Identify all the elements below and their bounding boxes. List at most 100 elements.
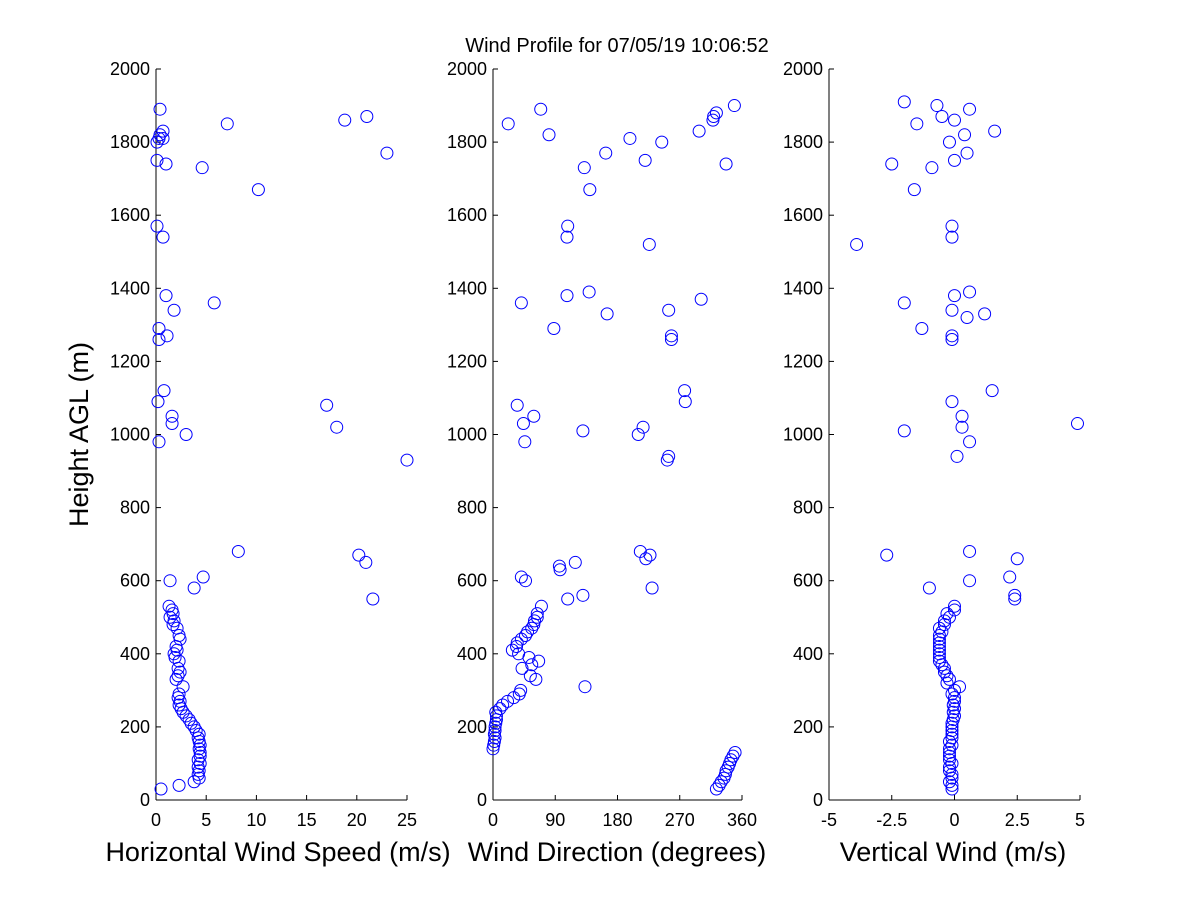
data-point xyxy=(1010,552,1024,566)
x-tick-label: 0 xyxy=(949,810,959,830)
data-point xyxy=(946,713,960,727)
data-point xyxy=(642,237,656,251)
data-point xyxy=(963,285,977,299)
data-point xyxy=(600,307,614,321)
y-tick-label: 400 xyxy=(457,644,487,664)
data-point xyxy=(963,102,977,116)
data-point xyxy=(935,658,949,672)
x-axis-label: Wind Direction (degrees) xyxy=(468,837,767,867)
y-tick-label: 200 xyxy=(120,717,150,737)
data-point xyxy=(937,661,951,675)
data-point xyxy=(930,99,944,113)
data-point xyxy=(948,709,961,723)
panel-3: 0 200 400 600 800 1000 1200 1400 1600 1800 2000 -5 -… xyxy=(783,59,1085,867)
y-tick-label: 1200 xyxy=(783,351,823,371)
data-point xyxy=(518,435,532,449)
data-point xyxy=(165,409,179,423)
data-point xyxy=(184,716,198,730)
data-point xyxy=(719,157,733,171)
data-point xyxy=(489,705,503,719)
data-point xyxy=(958,128,972,142)
data-point xyxy=(191,753,205,767)
y-tick-label: 600 xyxy=(120,571,150,591)
data-point xyxy=(1008,592,1022,606)
data-point xyxy=(678,384,692,398)
data-point xyxy=(633,544,647,558)
data-point xyxy=(945,329,959,343)
y-tick-label: 1400 xyxy=(110,278,150,298)
data-point xyxy=(160,329,174,343)
data-point xyxy=(505,643,519,657)
data-point xyxy=(159,157,173,171)
y-tick-label: 1800 xyxy=(783,132,823,152)
data-point xyxy=(714,775,728,789)
data-point xyxy=(850,237,864,251)
data-point xyxy=(948,113,961,127)
data-point xyxy=(726,749,740,763)
y-tick-label: 2000 xyxy=(110,59,150,79)
data-point xyxy=(366,592,380,606)
data-point xyxy=(932,647,946,661)
data-point xyxy=(678,395,692,409)
data-point xyxy=(514,296,528,310)
data-point xyxy=(948,694,961,708)
data-point xyxy=(251,183,265,197)
x-tick-label: 25 xyxy=(397,810,417,830)
x-tick-label: 15 xyxy=(297,810,317,830)
x-tick-label: 180 xyxy=(602,810,632,830)
data-point xyxy=(915,322,929,336)
data-point xyxy=(950,449,964,463)
data-point xyxy=(727,99,741,113)
data-point xyxy=(662,303,676,317)
data-point xyxy=(945,724,959,738)
data-point xyxy=(940,669,954,683)
y-tick-label: 200 xyxy=(457,717,487,737)
data-point xyxy=(165,417,179,431)
data-point xyxy=(662,449,676,463)
data-point xyxy=(352,548,366,562)
data-point xyxy=(176,680,190,694)
y-tick-label: 1600 xyxy=(783,205,823,225)
data-point xyxy=(935,625,949,639)
y-tick-label: 600 xyxy=(457,571,487,591)
y-tick-label: 800 xyxy=(120,498,150,518)
data-point xyxy=(193,749,207,763)
data-point xyxy=(937,665,951,679)
data-point xyxy=(162,599,176,613)
x-tick-label: 0 xyxy=(151,810,161,830)
data-point xyxy=(516,417,530,431)
data-point xyxy=(963,435,977,449)
data-point xyxy=(512,647,526,661)
data-point xyxy=(172,629,186,643)
data-point xyxy=(515,661,529,675)
x-tick-label: 0 xyxy=(488,810,498,830)
y-tick-label: 400 xyxy=(120,644,150,664)
data-point xyxy=(709,106,723,120)
data-point xyxy=(897,95,911,109)
y-tick-label: 1000 xyxy=(447,425,487,445)
data-point xyxy=(623,131,637,145)
data-point xyxy=(945,727,959,741)
data-point xyxy=(400,453,414,467)
data-point xyxy=(528,614,541,628)
data-point xyxy=(568,555,582,569)
data-point xyxy=(510,636,524,650)
data-point xyxy=(942,610,956,624)
data-point xyxy=(167,647,181,661)
data-point xyxy=(707,110,721,124)
data-point xyxy=(694,292,708,306)
data-point xyxy=(172,687,186,701)
data-point xyxy=(945,219,959,233)
x-axis-label: Horizontal Wind Speed (m/s) xyxy=(105,837,450,867)
data-point xyxy=(946,705,960,719)
data-point xyxy=(154,782,168,796)
data-point xyxy=(728,745,742,759)
data-point xyxy=(170,621,184,635)
data-point xyxy=(922,581,936,595)
data-point xyxy=(1008,588,1022,602)
data-point xyxy=(561,592,575,606)
data-point xyxy=(960,311,974,325)
data-point xyxy=(187,581,201,595)
data-point xyxy=(945,731,959,745)
